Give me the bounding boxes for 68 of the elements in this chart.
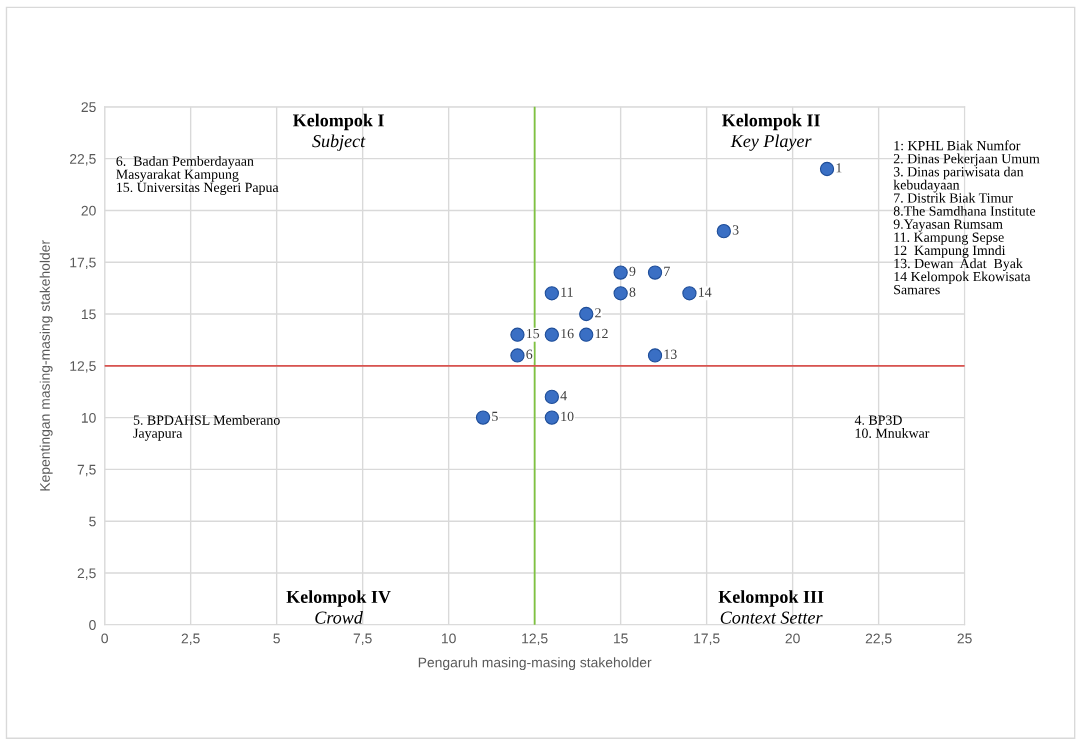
x-tick-label: 17,5: [694, 633, 720, 645]
x-tick-label: 15: [613, 633, 628, 644]
y-tick-label: 12,5: [70, 361, 96, 373]
annotation: 15: [527, 328, 540, 339]
x-tick-label: 2,5: [181, 633, 200, 645]
annotation: 4. BP3D 10. Mnukwar: [854, 415, 930, 438]
y-tick-label: 22,5: [70, 153, 96, 166]
annotation: 2: [595, 308, 601, 318]
annotation: 9: [629, 266, 636, 277]
point: [819, 161, 835, 177]
point: [544, 286, 559, 301]
y-tick-label: 17,5: [70, 257, 96, 270]
annotation: Kelompok II: [722, 113, 820, 131]
point: [510, 327, 525, 342]
y-tick-label: 15: [81, 309, 96, 320]
annotation: 5: [492, 411, 498, 422]
y-tick-label: 20: [81, 205, 96, 216]
x-tick-label: 10: [441, 633, 456, 644]
annotation: Kelompok I: [292, 113, 384, 131]
point: [613, 286, 628, 301]
text: 1: KPHL Biak Numfor 2. Dinas Pekerjaan Umum 3. Dinas pariwisata dan kebudayaan 7. Distrik Biak Timur 8.The Samdhana Institute 9.Yayasan Rumsam 11. Kampung Sepse 12 Kampung Imndi 13. Dewan Adat Byak 14 Kelompok Ekowisata Samares: [893, 140, 1040, 295]
x-tick-label: 25: [957, 633, 972, 644]
annotation: 8: [629, 287, 636, 297]
point: [544, 410, 559, 425]
y-axis-title: Kepentingan masing-masing stakeholder: [39, 240, 53, 491]
annotation: 13: [664, 349, 677, 359]
annotation: 6. Badan Pemberdayaan Masyarakat Kampung 15. Universitas Negeri Papua: [116, 156, 279, 195]
point: [510, 348, 525, 363]
annotation: 10: [561, 411, 574, 422]
x-tick-label: 12,5: [522, 633, 548, 645]
x-tick-label: 7,5: [353, 633, 372, 645]
annotation: Subject: [312, 134, 366, 151]
annotation: 6: [526, 349, 533, 359]
annotation: 4: [560, 391, 567, 401]
annotation: Kelompok III: [718, 590, 824, 607]
y-tick-label: 0: [89, 620, 96, 630]
point: [716, 224, 731, 239]
point: [682, 286, 697, 301]
y-tick-label: 5: [89, 516, 96, 527]
annotation: 11: [561, 287, 573, 297]
y-tick-label: 2,5: [77, 568, 96, 580]
y-tick-label: 25: [81, 102, 96, 113]
annotation: 3: [732, 225, 739, 235]
annotation: 12: [595, 328, 608, 339]
annotation: 7: [664, 266, 670, 276]
y-tick-label: 7,5: [77, 464, 96, 477]
x-tick-label: 22,5: [865, 633, 892, 645]
x-tick-label: 20: [785, 633, 800, 644]
annotation: Context Setter: [720, 611, 823, 624]
annotation: Kelompok IV: [286, 590, 391, 607]
x-axis-title: Pengaruh masing-masing stakeholder: [418, 657, 652, 671]
point: [579, 306, 594, 322]
annotation: 1: [836, 163, 842, 173]
annotation: 16: [561, 328, 574, 339]
point: [613, 265, 628, 280]
annotation: Key Player: [730, 134, 812, 151]
x-tick-label: 0: [101, 633, 108, 644]
point: [647, 348, 663, 363]
point: [475, 410, 491, 425]
point: [647, 265, 663, 280]
point: [579, 327, 594, 342]
annotation: 5. BPDAHSL Memberano Jayapura: [133, 415, 280, 441]
annotation: 14: [698, 287, 712, 297]
x-tick-label: 5: [273, 633, 280, 644]
y-tick-label: 10: [81, 412, 96, 423]
point: [544, 389, 559, 405]
annotation: Crowd: [315, 610, 363, 624]
point: [544, 327, 559, 342]
